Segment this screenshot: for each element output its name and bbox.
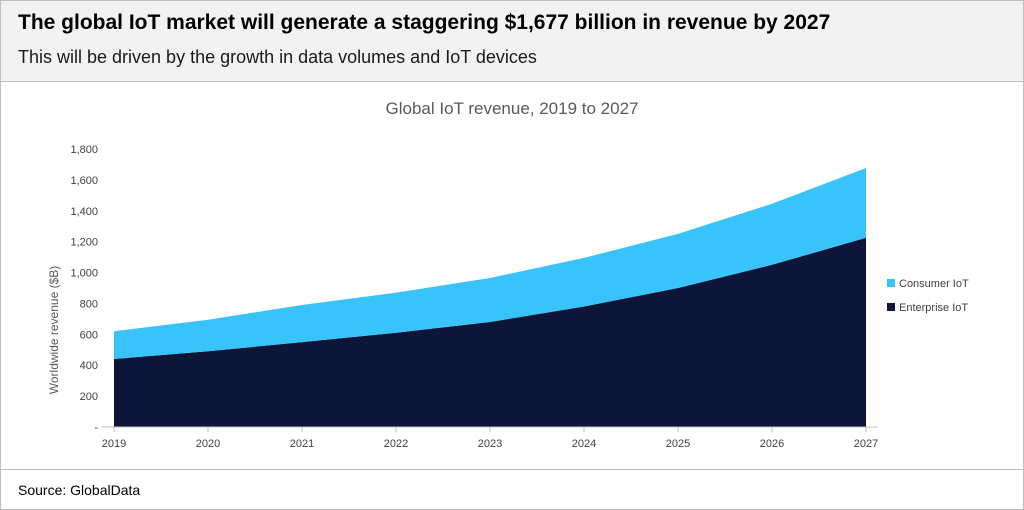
subheadline: This will be driven by the growth in dat… [18, 47, 537, 67]
legend: Consumer IoT Enterprise IoT [887, 278, 969, 314]
legend-swatch [887, 303, 895, 311]
legend-label: Consumer IoT [899, 278, 969, 290]
y-tick-label: 1,400 [70, 206, 98, 218]
x-tick-label: 2024 [572, 438, 596, 450]
area-series-group [114, 168, 866, 427]
y-tick-label: 600 [80, 329, 98, 341]
x-tick-label: 2021 [290, 438, 314, 450]
source-note: Source: GlobalData [18, 482, 141, 498]
x-tick-label: 2025 [666, 438, 690, 450]
area-enterprise-iot [114, 237, 866, 427]
y-tick-label: 1,600 [70, 175, 98, 187]
y-tick-label: 1,000 [70, 268, 98, 280]
x-tick-label: 2023 [478, 438, 502, 450]
area-consumer-iot [114, 168, 866, 359]
iot-revenue-chart: Global IoT revenue, 2019 to 2027 Worldwi… [47, 99, 969, 450]
legend-label: Enterprise IoT [899, 302, 968, 314]
headline: The global IoT market will generate a st… [18, 11, 831, 34]
x-tick-label: 2020 [196, 438, 220, 450]
y-tick-label: 200 [80, 391, 98, 403]
x-tick-label: 2026 [760, 438, 784, 450]
x-tick-label: 2027 [854, 438, 878, 450]
x-tick-label: 2019 [102, 438, 126, 450]
x-tick-label: 2022 [384, 438, 408, 450]
chart-title: Global IoT revenue, 2019 to 2027 [386, 99, 639, 118]
footer-panel: Source: GlobalData [1, 469, 1023, 510]
legend-swatch [887, 279, 895, 287]
y-tick-label: 1,200 [70, 237, 98, 249]
y-tick-label: 1,800 [70, 144, 98, 156]
y-tick-label: 400 [80, 360, 98, 372]
axes-group: 2019 2020 2021 2022 2023 2024 2025 2026 2027 - 200… [70, 144, 878, 450]
y-tick-label: - [94, 422, 98, 434]
y-axis-label: Worldwide revenue ($B) [47, 266, 61, 395]
header-panel: The global IoT market will generate a st… [1, 1, 1023, 82]
y-tick-label: 800 [80, 298, 98, 310]
